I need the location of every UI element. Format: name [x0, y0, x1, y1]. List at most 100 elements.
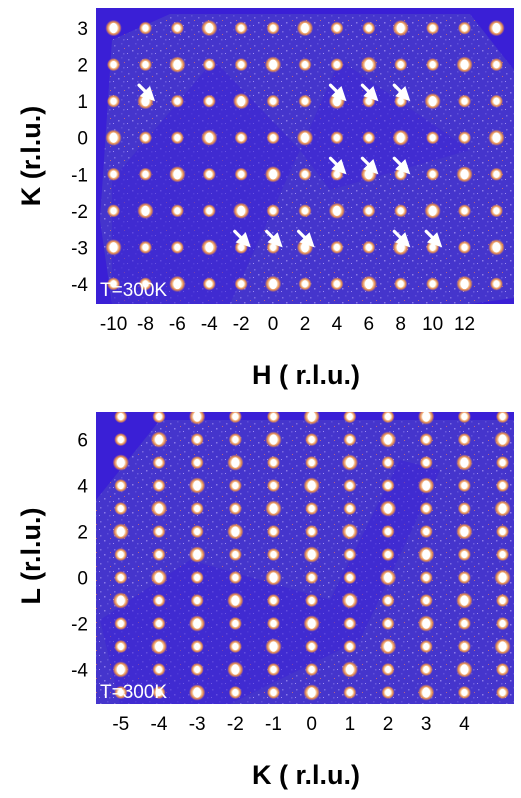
bragg-peak-core: [460, 457, 469, 468]
bragg-peak-core: [461, 688, 468, 697]
bragg-peak-core: [270, 24, 276, 32]
bragg-peak-core: [385, 481, 391, 490]
bragg-peak-core: [269, 434, 278, 445]
bragg-peak-core: [118, 642, 124, 651]
bragg-peak-core: [270, 688, 277, 697]
bragg-peak-core: [308, 665, 315, 674]
bragg-peak-core: [174, 243, 181, 251]
bragg-peak-core: [237, 205, 246, 217]
bragg-peak-core: [499, 665, 506, 674]
bragg-peak-core: [232, 688, 239, 697]
bragg-peak-core: [269, 278, 277, 290]
bragg-peak-core: [270, 527, 277, 536]
bragg-peak-core: [193, 687, 202, 698]
bragg-peak-core: [423, 642, 429, 651]
bragg-peak-core: [206, 170, 212, 178]
bragg-peak-core: [155, 641, 163, 652]
bragg-peak-core: [366, 207, 372, 215]
top-temperature-label: T=300K: [100, 280, 167, 301]
bragg-peak-core: [205, 132, 214, 143]
bragg-peak-core: [398, 61, 404, 69]
bragg-peak-core: [238, 24, 244, 32]
bragg-peak-core: [116, 595, 125, 606]
bragg-peak-core: [269, 503, 278, 514]
x-tick-label: 3: [421, 714, 432, 735]
bragg-peak-core: [423, 573, 429, 582]
bragg-peak-core: [498, 434, 507, 445]
bragg-peak-core: [345, 526, 354, 537]
bragg-peak-core: [116, 526, 125, 537]
bragg-peak-core: [347, 688, 353, 697]
peak-arrow: [328, 156, 347, 175]
bragg-peak-core: [429, 170, 436, 178]
bragg-peak-core: [460, 278, 469, 290]
y-tick-label: -1: [71, 165, 88, 186]
bragg-peak-core: [156, 665, 162, 674]
bragg-peak-core: [155, 572, 163, 583]
bragg-peak-core: [308, 435, 315, 444]
y-tick-label: 3: [77, 19, 88, 40]
bragg-peak-core: [110, 207, 117, 215]
bragg-peak-core: [398, 207, 404, 215]
bragg-peak-core: [422, 549, 431, 560]
y-tick-label: -3: [71, 238, 88, 259]
bragg-peak-core: [194, 458, 200, 467]
bragg-peak-core: [366, 134, 372, 142]
bragg-peak-core: [429, 134, 436, 142]
bragg-peak-core: [499, 527, 506, 536]
bragg-peak-core: [155, 434, 163, 445]
bragg-peak-core: [238, 280, 244, 288]
bottom-x-tick-labels: -5 -4 -3 -2 -1 0 1 2 3 4: [112, 714, 470, 735]
bragg-peak-core: [156, 412, 162, 421]
bragg-peak-core: [118, 619, 124, 628]
bragg-peak-core: [498, 572, 507, 583]
bragg-peak-core: [109, 242, 118, 253]
bragg-peak-core: [499, 596, 506, 605]
bragg-peak-core: [238, 170, 244, 178]
bragg-peak-core: [385, 412, 391, 421]
x-tick-label: -5: [112, 714, 129, 735]
bragg-peak-core: [302, 97, 308, 105]
bragg-peak-core: [307, 549, 316, 560]
bragg-peak-core: [345, 664, 354, 675]
bragg-peak-core: [232, 550, 239, 559]
bragg-peak-core: [269, 641, 278, 652]
bragg-peak-core: [334, 61, 340, 69]
bragg-peak-core: [206, 97, 212, 105]
x-tick-label: -10: [100, 314, 127, 335]
bragg-peak-core: [110, 170, 117, 178]
x-tick-label: 2: [383, 714, 394, 735]
bragg-peak-core: [461, 412, 468, 421]
bragg-peak-core: [156, 550, 162, 559]
bragg-peak-core: [270, 458, 277, 467]
bragg-peak-core: [461, 97, 468, 105]
bragg-peak-core: [347, 504, 353, 513]
peak-arrow: [392, 156, 411, 175]
bragg-peak-core: [396, 132, 405, 143]
bottom-y-tick-labels: 6 4 2 0 -2 -4: [71, 431, 88, 682]
bragg-peak-core: [270, 481, 277, 490]
bragg-peak-core: [384, 434, 392, 445]
bragg-peak-core: [423, 504, 429, 513]
bragg-peak-core: [307, 480, 316, 491]
bragg-peak-core: [116, 664, 125, 675]
bragg-peak-core: [206, 61, 212, 69]
y-tick-label: -2: [71, 202, 88, 223]
bragg-peak-core: [308, 642, 315, 651]
bragg-peak-core: [423, 527, 429, 536]
bragg-peak-core: [110, 97, 117, 105]
bragg-peak-core: [116, 457, 125, 468]
x-tick-label: -2: [233, 314, 250, 335]
bragg-peak-core: [461, 24, 468, 32]
bragg-peak-core: [231, 595, 240, 606]
bragg-peak-core: [174, 207, 181, 215]
bragg-peak-core: [429, 280, 436, 288]
peak-arrow: [265, 229, 283, 248]
bragg-peak-core: [422, 480, 431, 491]
bottom-bragg-peaks: [112, 412, 511, 701]
y-tick-label: 1: [77, 92, 88, 113]
bragg-peak-core: [269, 572, 278, 583]
bragg-peak-core: [142, 24, 149, 32]
bragg-peak-core: [499, 619, 506, 628]
